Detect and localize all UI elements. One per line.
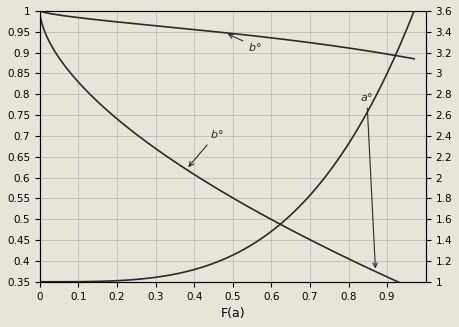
- X-axis label: F(a): F(a): [220, 307, 245, 320]
- Text: $a°$: $a°$: [360, 91, 377, 267]
- Text: $b°$: $b°$: [229, 34, 262, 53]
- Text: $b°$: $b°$: [189, 128, 223, 166]
